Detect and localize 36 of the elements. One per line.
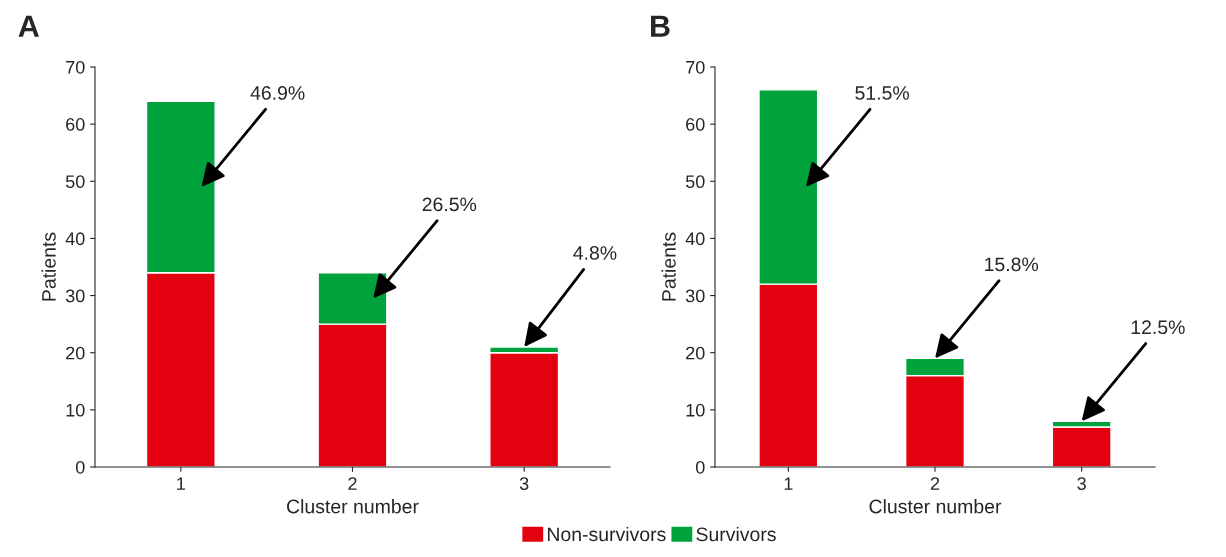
legend-label: Survivors [696,526,776,542]
y-tick-label: 10 [686,403,705,417]
y-tick-label: 70 [66,60,85,74]
y-tick-label: 40 [685,232,705,246]
chart-title: A [18,15,40,37]
chart-title: B [651,15,670,37]
y-tick-label: 30 [685,289,705,303]
y-tick-label: 70 [686,60,705,74]
y-tick-label: 0 [695,460,705,474]
x-tick-label: 3 [1077,477,1086,490]
y-tick-label: 20 [66,346,85,360]
annotation: 12.5% [1131,320,1185,335]
y-tick-label: 60 [686,118,705,131]
y-tick-label: 50 [685,175,705,189]
y-tick-label: 20 [686,346,705,360]
annotation: 26.5% [422,197,477,212]
y-tick-label: 50 [65,175,85,189]
x-axis-title: Cluster number [869,499,1002,514]
y-tick-label: 60 [66,118,85,131]
y-tick-label: 40 [65,232,85,246]
annotation: 51.5% [855,86,909,100]
x-tick-label: 1 [784,477,793,490]
annotation: 46.9% [250,86,305,100]
y-tick-label: 0 [75,460,85,474]
x-tick-label: 2 [930,477,940,490]
x-tick-label: 3 [519,477,529,490]
y-axis-title: Patients [661,232,676,301]
legend-label: Non-survivors [547,526,666,542]
x-tick-label: 2 [348,477,357,490]
x-axis-title: Cluster number [287,499,419,514]
x-tick-label: 1 [177,477,185,490]
y-tick-label: 30 [65,289,85,303]
annotation: 4.8% [573,246,617,260]
y-axis-title: Patients [41,232,56,301]
y-tick-label: 10 [66,403,85,417]
annotation: 15.8% [985,257,1039,272]
